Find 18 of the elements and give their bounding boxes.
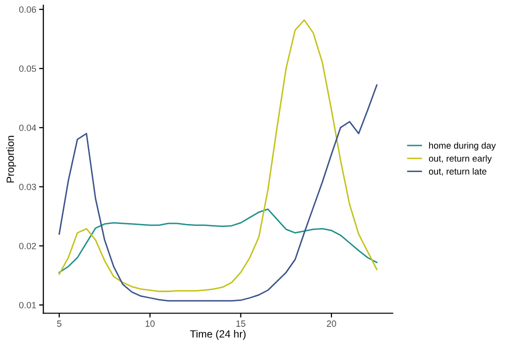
x-axis-title: Time (24 hr) — [190, 330, 246, 340]
legend-label: out, return late — [428, 168, 486, 176]
legend-label: home during day — [429, 142, 496, 151]
y-axis-title: Proportion — [6, 136, 16, 182]
y-tick-label: 0.06 — [19, 6, 36, 13]
y-tick-label: 0.02 — [19, 242, 36, 250]
y-tick-label: 0.03 — [19, 184, 36, 190]
y-tick-label: 0.01 — [19, 302, 36, 308]
x-tick-label: 15 — [236, 320, 246, 327]
line-series — [58, 208, 378, 274]
line-series — [58, 19, 378, 292]
y-tick-label: 0.05 — [19, 65, 36, 72]
line-series — [58, 84, 378, 302]
x-tick-label: 5 — [57, 320, 62, 327]
legend-label: out, return early — [428, 155, 492, 164]
x-tick-label: 20 — [326, 320, 336, 327]
x-tick-label: 10 — [146, 320, 155, 327]
y-tick-label: 0.04 — [19, 124, 36, 131]
